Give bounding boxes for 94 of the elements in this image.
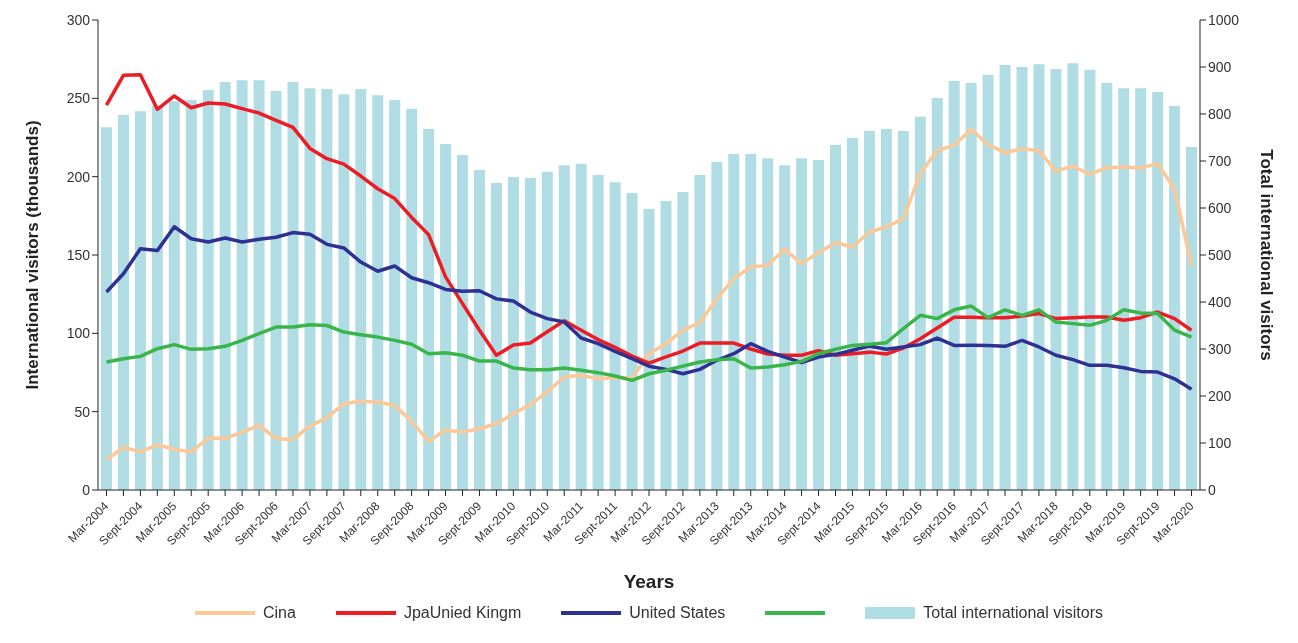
- y2-tick-label: 600: [1208, 199, 1232, 216]
- bar: [779, 165, 791, 490]
- bar: [338, 94, 350, 490]
- bar: [575, 163, 587, 490]
- legend-label: Cina: [262, 604, 296, 622]
- bar: [423, 129, 435, 490]
- bar: [168, 101, 180, 490]
- y-tick-label: 100: [66, 325, 91, 342]
- bar: [524, 177, 536, 490]
- y2-tick-label: 500: [1208, 246, 1232, 263]
- bar: [813, 160, 825, 490]
- bar: [830, 145, 842, 490]
- y2-axis-title: Total international visitors: [1256, 149, 1276, 361]
- bar: [1169, 106, 1181, 490]
- bar: [745, 153, 757, 490]
- y2-tick-label: 1000: [1208, 11, 1240, 28]
- bar: [185, 99, 197, 490]
- legend-label: United States: [629, 604, 726, 622]
- bar: [1033, 64, 1045, 490]
- bar: [1118, 88, 1130, 490]
- bar: [948, 81, 960, 490]
- line-series: [104, 304, 1194, 383]
- y-tick-label: 250: [66, 90, 91, 107]
- legend-label: Total international visitors: [923, 604, 1103, 622]
- bar: [660, 200, 672, 490]
- bar: [473, 169, 485, 490]
- y2-tick-label: 400: [1208, 293, 1232, 310]
- line-series: [104, 73, 1194, 365]
- bar: [457, 154, 469, 490]
- bar: [1152, 91, 1164, 490]
- bar: [931, 98, 943, 490]
- bar: [762, 158, 774, 490]
- bar: [134, 111, 146, 490]
- bar: [151, 105, 163, 490]
- bar: [914, 116, 926, 490]
- bar: [372, 95, 384, 490]
- y-tick-label: 50: [74, 403, 91, 420]
- bar: [1101, 82, 1113, 490]
- x-axis-title: Years: [623, 571, 675, 592]
- bar: [1186, 146, 1198, 490]
- bar: [711, 161, 723, 490]
- y2-tick-label: 700: [1208, 152, 1232, 169]
- bar: [440, 144, 452, 490]
- y-axis-title: International visitors (thousands): [22, 120, 42, 390]
- y2-tick-label: 100: [1208, 434, 1232, 451]
- bar: [1016, 67, 1028, 490]
- y-tick-label: 200: [66, 168, 91, 185]
- y-tick-label: 300: [66, 11, 91, 28]
- bar: [270, 90, 282, 490]
- y2-tick-label: 300: [1208, 340, 1232, 357]
- bar: [880, 129, 892, 490]
- bar: [321, 89, 333, 490]
- line-series: [104, 225, 1194, 392]
- bar: [796, 158, 808, 490]
- bar: [507, 176, 519, 490]
- bar: [236, 80, 248, 490]
- bar: [202, 90, 214, 490]
- y2-tick-label: 0: [1208, 481, 1216, 498]
- bar: [1084, 69, 1096, 490]
- bar: [490, 183, 502, 490]
- bar: [101, 127, 112, 490]
- legend-label: JpaUnied Kingm: [403, 604, 522, 622]
- bar: [846, 137, 858, 490]
- bar: [694, 175, 706, 490]
- bar: [389, 99, 401, 490]
- bar: [287, 82, 299, 490]
- bar: [728, 153, 740, 490]
- bar: [117, 114, 129, 490]
- bar: [626, 192, 638, 490]
- y2-tick-label: 200: [1208, 387, 1232, 404]
- bar: [1135, 88, 1147, 490]
- bar: [219, 82, 231, 490]
- line-series: [104, 127, 1194, 462]
- y2-tick-label: 900: [1208, 58, 1232, 75]
- bar: [677, 192, 689, 490]
- y2-tick-label: 800: [1208, 105, 1232, 122]
- bar: [897, 130, 909, 490]
- bar: [355, 89, 367, 490]
- bar: [643, 208, 655, 490]
- bar: [999, 65, 1011, 490]
- bar: [609, 182, 621, 490]
- bar: [541, 171, 553, 490]
- bar: [558, 165, 570, 490]
- bar: [406, 108, 418, 490]
- bar: [982, 74, 994, 490]
- bar: [965, 82, 977, 490]
- bar: [863, 130, 875, 490]
- bar: [1050, 68, 1062, 490]
- bar: [1067, 63, 1079, 490]
- bar: [253, 80, 265, 490]
- y-tick-label: 0: [82, 481, 91, 498]
- y-tick-label: 150: [66, 246, 91, 263]
- bar: [304, 88, 316, 490]
- bar: [592, 175, 604, 490]
